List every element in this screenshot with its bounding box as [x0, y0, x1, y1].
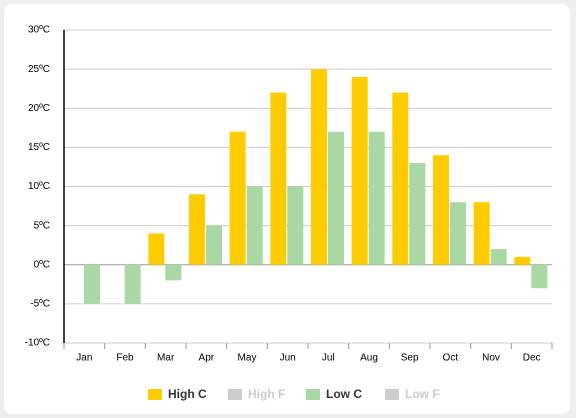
y-tick-label: 25ºC: [28, 64, 50, 75]
x-tick-label: Aug: [360, 353, 378, 364]
bar: [165, 264, 182, 281]
bar: [514, 256, 531, 265]
x-tick-label: Mar: [157, 353, 175, 364]
legend-label[interactable]: Low C: [326, 387, 362, 401]
legend-label[interactable]: Low F: [405, 387, 440, 401]
bar: [206, 225, 222, 265]
y-tick-label: -10ºC: [25, 338, 50, 349]
y-tick-label: 15ºC: [28, 142, 50, 153]
bar: [246, 186, 263, 265]
legend-swatch[interactable]: [306, 389, 320, 400]
x-tick-label: Oct: [443, 353, 459, 364]
bar: [148, 233, 165, 265]
y-tick-label: 30ºC: [28, 25, 50, 36]
legend-swatch[interactable]: [148, 389, 162, 400]
bar: [490, 249, 507, 265]
bar: [433, 155, 449, 265]
x-tick-label: Jul: [322, 353, 335, 364]
y-tick-label: -5ºC: [30, 299, 50, 310]
bar: [531, 264, 548, 289]
bar: [311, 69, 327, 265]
bar: [450, 202, 466, 265]
x-tick-label: Jun: [280, 353, 296, 364]
x-tick-label: Apr: [199, 353, 215, 364]
bar: [409, 163, 426, 265]
x-tick-label: Nov: [482, 353, 500, 364]
bar: [328, 131, 344, 265]
bar: [229, 131, 246, 265]
bar: [473, 202, 490, 265]
bar: [368, 131, 385, 265]
bar: [84, 264, 100, 304]
bar: [351, 76, 368, 265]
x-tick-label: Sep: [401, 353, 419, 364]
bar: [189, 194, 205, 265]
y-tick-label: 5ºC: [34, 220, 50, 231]
bar: [287, 186, 304, 265]
y-tick-label: 10ºC: [28, 181, 50, 192]
bar: [124, 264, 141, 304]
x-tick-label: Feb: [116, 353, 134, 364]
legend-label[interactable]: High C: [168, 387, 207, 401]
legend-swatch[interactable]: [385, 389, 399, 400]
bar: [270, 92, 287, 265]
bar: [392, 92, 409, 265]
y-tick-label: 0ºC: [34, 259, 50, 270]
x-tick-label: Dec: [523, 353, 541, 364]
legend-label[interactable]: High F: [248, 387, 285, 401]
x-tick-label: May: [238, 353, 257, 364]
legend-swatch[interactable]: [228, 389, 242, 400]
y-tick-label: 20ºC: [28, 103, 50, 114]
x-tick-label: Jan: [76, 353, 92, 364]
